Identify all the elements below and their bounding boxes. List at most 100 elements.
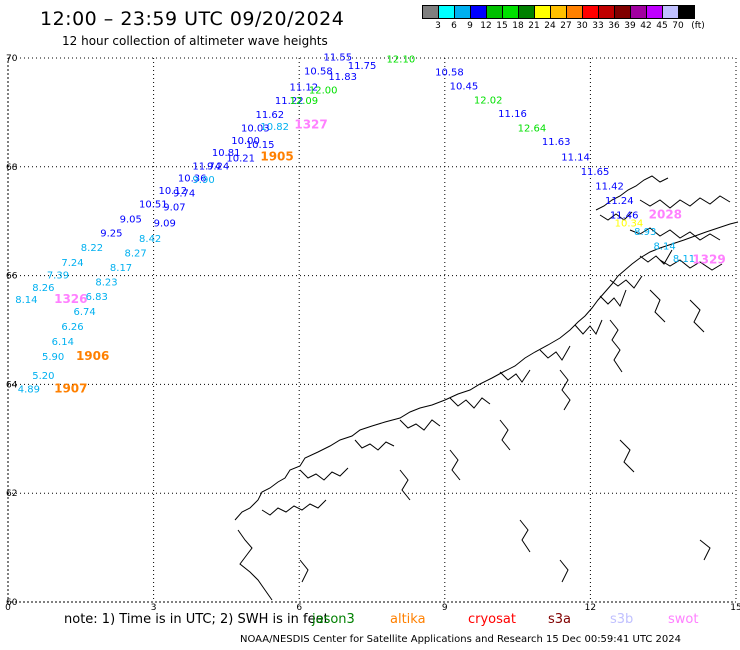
color-scale-label: 24 <box>544 21 556 31</box>
wave-height-label: 12.10 <box>387 54 416 65</box>
map-grid: 0 3 6 9 12 15 60 62 64 66 68 70 <box>5 54 740 613</box>
page-subtitle: 12 hour collection of altimeter wave hei… <box>62 34 328 48</box>
wave-height-label: 9.74 <box>173 189 195 200</box>
legend-s3b: s3b <box>610 612 634 627</box>
wave-height-label: 8.23 <box>95 277 117 288</box>
wave-height-label: 8.14 <box>15 295 37 306</box>
pass-time-label: 1905 <box>260 149 293 163</box>
wave-height-label: 8.11 <box>673 254 695 265</box>
lon-tick-label: 3 <box>151 603 157 613</box>
wave-height-label: 5.20 <box>32 371 54 382</box>
color-scale-label: 6 <box>451 21 457 31</box>
wave-height-label: 4.89 <box>18 385 40 396</box>
wave-height-label: 12.09 <box>289 96 318 107</box>
wave-height-label: 11.62 <box>256 110 285 121</box>
wave-height-label: 8.93 <box>634 227 656 238</box>
map-frame <box>7 57 737 603</box>
pass-time-label: 1326 <box>54 292 87 306</box>
color-scale-label: 45 <box>656 21 668 31</box>
wave-height-label: 9.09 <box>154 219 176 230</box>
legend-s3a: s3a <box>548 612 572 627</box>
legend-cryosat: cryosat <box>468 612 516 627</box>
wave-height-label: 9.05 <box>120 214 142 225</box>
wave-height-label: 10.58 <box>304 66 333 77</box>
lat-tick-label: 60 <box>6 598 18 608</box>
lat-tick-label: 70 <box>6 54 18 64</box>
lon-tick-label: 12 <box>585 603 596 613</box>
lon-tick-label: 0 <box>5 603 11 613</box>
wave-height-label: 10.21 <box>226 153 255 164</box>
color-scale-label: 30 <box>576 21 588 31</box>
lon-tick-label: 6 <box>296 603 302 613</box>
wave-height-label: 12.00 <box>309 85 338 96</box>
wave-height-label: 10.58 <box>435 67 464 78</box>
lat-tick-label: 66 <box>6 272 18 282</box>
wave-height-label: 8.22 <box>81 243 103 254</box>
color-scale-label: 36 <box>608 21 620 31</box>
color-scale-label: 21 <box>528 21 540 31</box>
color-scale-label: 33 <box>592 21 604 31</box>
wave-height-label: 6.26 <box>61 322 83 333</box>
legend-altika: altika <box>390 612 426 627</box>
pass-time-label: 2028 <box>649 207 682 221</box>
wave-height-label: 10.82 <box>260 122 289 133</box>
wave-height-label: 6.14 <box>52 337 74 348</box>
pass-time-label: 1329 <box>692 253 725 267</box>
lat-tick-label: 62 <box>6 489 17 499</box>
wave-height-label: 7.39 <box>47 270 69 281</box>
wave-height-label: 8.14 <box>653 241 675 252</box>
wave-height-label: 8.26 <box>32 283 54 294</box>
wave-height-label: 10.45 <box>450 82 479 93</box>
lon-tick-label: 15 <box>730 603 740 613</box>
color-scale-label: 9 <box>467 21 473 31</box>
wave-height-label: 11.75 <box>348 61 377 72</box>
wave-height-label: 9.25 <box>100 228 122 239</box>
wave-height-label: 10.00 <box>231 136 260 147</box>
wave-height-label: 10.51 <box>139 200 168 211</box>
wave-height-label: 10.15 <box>246 140 275 151</box>
color-scale-label: 39 <box>624 21 636 31</box>
wave-height-label: 11.65 <box>581 167 610 178</box>
wave-height-label: 12.02 <box>474 96 503 107</box>
color-scale-label: 12 <box>480 21 492 31</box>
legend-swot: swot <box>668 612 699 627</box>
wave-height-label: 11.14 <box>561 152 590 163</box>
wave-height-label: 11.42 <box>595 182 624 193</box>
color-scale-label: 18 <box>512 21 524 31</box>
wave-height-label: 11.16 <box>498 109 527 120</box>
wave-height-label: 9.90 <box>192 175 214 186</box>
wave-height-label: 12.64 <box>518 123 547 134</box>
wave-height-label: 6.74 <box>74 307 96 318</box>
wave-height-label: 9.24 <box>207 162 229 173</box>
wave-height-label: 10.03 <box>241 123 270 134</box>
color-scale-label: (ft) <box>691 21 705 31</box>
wave-height-label: 5.90 <box>42 352 64 363</box>
wave-height-label: 11.12 <box>289 83 318 94</box>
page-title: 12:00 – 23:59 UTC 09/20/2024 <box>40 8 345 30</box>
color-scale-label: 27 <box>560 21 572 31</box>
wave-height-label: 11.55 <box>323 53 352 64</box>
color-scale-label: 3 <box>435 21 441 31</box>
lon-tick-label: 9 <box>442 603 448 613</box>
legend-jason3: jason3 <box>312 612 355 627</box>
pass-time-label: 1906 <box>76 349 109 363</box>
wave-height-label: 10.36 <box>178 173 207 184</box>
wave-height-label: 10.81 <box>212 148 241 159</box>
wave-height-label: 8.27 <box>124 249 146 260</box>
wave-height-label: 7.24 <box>61 258 83 269</box>
wave-height-label: 10.34 <box>615 219 644 230</box>
wave-height-label: 6.83 <box>86 292 108 303</box>
lat-tick-label: 64 <box>6 380 18 390</box>
color-scale-label: 70 <box>672 21 684 31</box>
lat-tick-label: 68 <box>6 163 18 173</box>
pass-time-label: 1327 <box>294 118 327 132</box>
color-scale-bar <box>422 5 695 19</box>
wave-height-label: 11.74 <box>192 162 221 173</box>
wave-height-label: 11.63 <box>542 137 571 148</box>
color-scale-labels: 3 6 9 12 15 18 21 24 27 30 33 36 39 42 45 70 (ft) <box>422 21 740 33</box>
wave-height-label: 11.22 <box>275 96 304 107</box>
color-swatch <box>678 5 695 19</box>
coastline <box>234 175 739 601</box>
note-text: note: 1) Time is in UTC; 2) SWH is in fe… <box>64 612 329 627</box>
